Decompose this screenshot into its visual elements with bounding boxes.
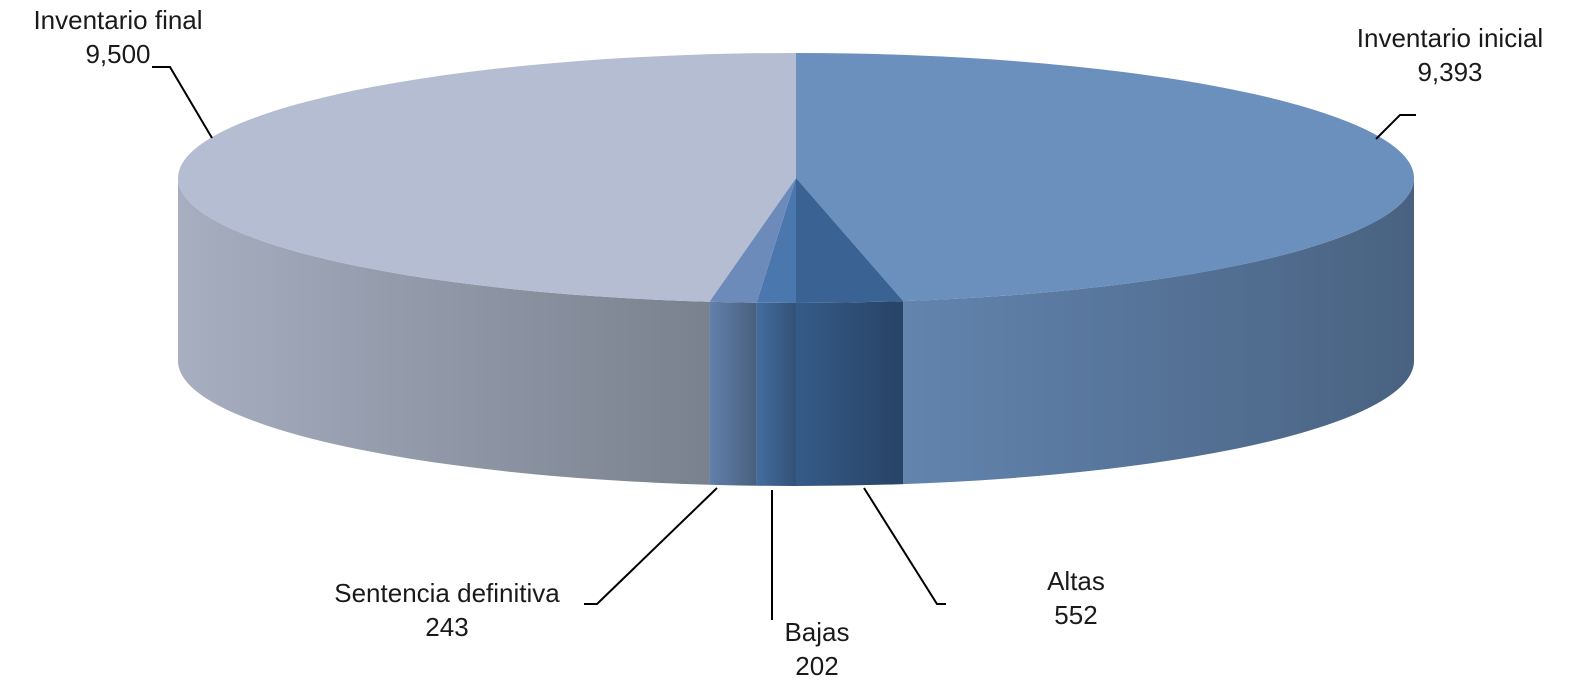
slice-value-altas: 552: [1054, 600, 1097, 630]
slice-label-inventario-final: Inventario final: [33, 5, 202, 35]
pie-side-bajas: [756, 302, 796, 486]
slice-labels: Inventario final 9,500 Inventario inicia…: [33, 5, 1543, 681]
slice-label-bajas: Bajas: [784, 617, 849, 647]
slice-label-sentencia-definitiva: Sentencia definitiva: [334, 578, 560, 608]
pie-slice-sentencia-definitiva: [709, 178, 796, 303]
leader-line-altas: [863, 487, 946, 605]
slice-value-inventario-final: 9,500: [85, 39, 150, 69]
pie-side-inventario-inicial: [903, 178, 1414, 485]
slice-value-bajas: 202: [795, 651, 838, 681]
pie-slice-altas: [796, 178, 904, 303]
pie-slice-bajas: [756, 178, 796, 303]
pie-side-inventario-final: [178, 178, 710, 485]
slice-value-inventario-inicial: 9,393: [1417, 57, 1482, 87]
leader-lines: [152, 66, 1416, 620]
leader-line-inventario-inicial: [1375, 114, 1416, 140]
slice-value-sentencia-definitiva: 243: [425, 612, 468, 642]
slice-label-inventario-inicial: Inventario inicial: [1357, 23, 1543, 53]
slice-label-altas: Altas: [1047, 566, 1105, 596]
pie-side-altas: [796, 301, 904, 486]
pie-slice-inventario-inicial: [796, 53, 1415, 302]
leader-line-inventario-final: [152, 66, 213, 139]
leader-line-sentencia-definitiva: [584, 487, 718, 605]
pie-slice-inventario-final: [177, 53, 796, 302]
pie-tops: [177, 53, 1415, 303]
pie-sides: [178, 178, 1414, 486]
pie-side-sentencia-definitiva: [709, 301, 757, 486]
